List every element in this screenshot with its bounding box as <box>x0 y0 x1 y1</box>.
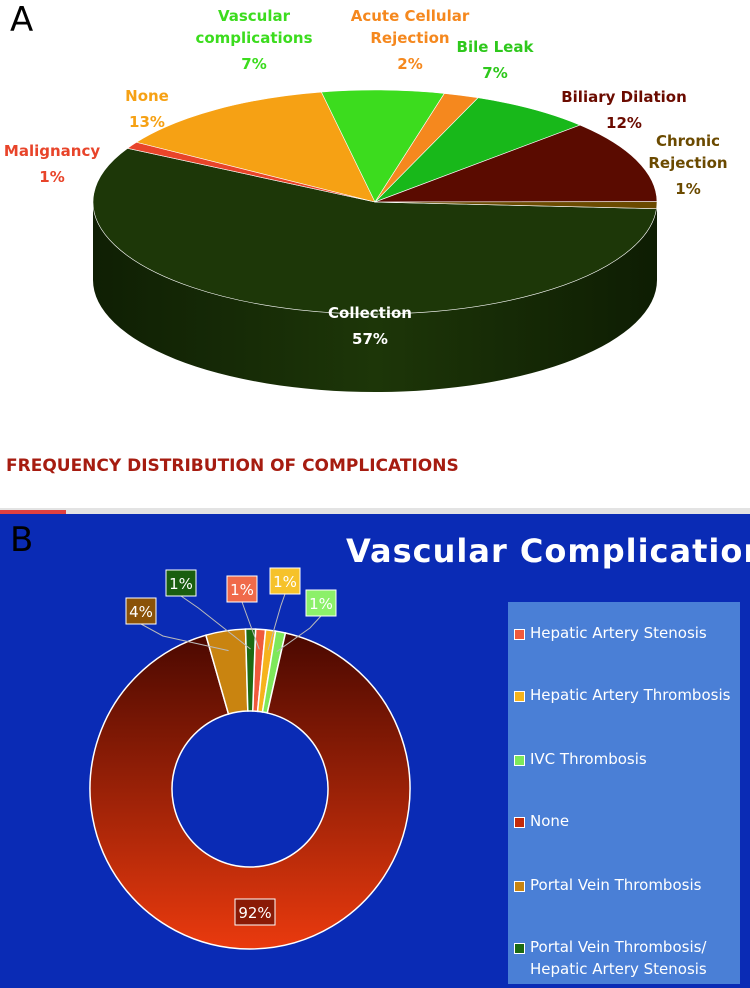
pie-slice-collection <box>92 148 657 315</box>
pie-label-none: None 13% <box>125 87 169 131</box>
data-label-box-hepatic-artery-stenosis <box>226 575 258 603</box>
data-label-portal-vein-thrombosis: 4% <box>129 603 153 621</box>
leader-line-ivc-thrombosis <box>276 615 322 652</box>
panel-b: B Vascular Complications 1% 1% 1% 92% 4% 1% H… <box>0 514 750 988</box>
legend-swatch <box>514 755 525 766</box>
legend-label: Hepatic Artery Thrombosis <box>530 686 731 704</box>
chart-a-title: FREQUENCY DISTRIBUTION OF COMPLICATIONS <box>6 456 459 476</box>
legend-item-hepatic-artery-stenosis: Hepatic Artery Stenosis <box>514 622 707 644</box>
pie-label-malignancy: Malignancy 1% <box>4 142 100 186</box>
data-label-box-hepatic-artery-thrombosis <box>269 567 301 595</box>
pie-label-chronic-rejection: Chronic Rejection 1% <box>648 132 727 198</box>
data-label-box-ivc-thrombosis <box>305 589 337 617</box>
pie-label-collection: Collection 57% <box>328 304 412 348</box>
donut-slice-none <box>89 632 411 950</box>
pie-slice-bile-leak <box>374 97 581 203</box>
pie-label-biliary-dilation: Biliary Dilation 12% <box>561 88 687 132</box>
pie-label-vascular-complications: Vascular complications 7% <box>195 7 312 73</box>
legend-swatch <box>514 881 525 892</box>
legend-swatch <box>514 817 525 828</box>
data-label-box-portal-vein-thrombosis <box>125 597 157 625</box>
data-label-hepatic-artery-stenosis: 1% <box>230 581 254 599</box>
legend-label: Hepatic Artery Stenosis <box>530 624 707 642</box>
panel-label-b: B <box>10 520 34 560</box>
data-label-box-portal-vein-thrombosis-hepatic-artery-stenosis <box>165 569 197 597</box>
legend-label: None <box>530 812 570 830</box>
data-label-box-none <box>234 898 276 926</box>
leader-line-hepatic-artery-stenosis <box>241 601 260 650</box>
panel-divider <box>0 508 750 514</box>
legend-swatch <box>514 629 525 640</box>
donut-chart-vascular: 1% 1% 1% 92% 4% 1% <box>89 567 411 950</box>
pie-slice-vascular-complications <box>320 89 445 203</box>
chart-b-title: Vascular Complications <box>346 532 750 570</box>
legend-item-hepatic-artery-thrombosis: Hepatic Artery Thrombosis <box>514 684 730 706</box>
legend-label: Portal Vein Thrombosis <box>530 876 702 894</box>
pie-slice-none <box>135 91 376 203</box>
data-label-portal-vein-thrombosis-hepatic-artery-stenosis: 1% <box>169 575 193 593</box>
legend-item-ivc-thrombosis: IVC Thrombosis <box>514 748 647 770</box>
leader-line-portal-vein-thrombosis-hepatic-artery-stenosis <box>180 595 251 650</box>
data-label-ivc-thrombosis: 1% <box>309 595 333 613</box>
legend-label: Portal Vein Thrombosis/ Hepatic Artery S… <box>530 938 707 978</box>
donut-slice-portal-vein-thrombosis-hepatic-artery-stenosis <box>244 628 257 712</box>
pie-slice-chronic-rejection <box>374 201 658 210</box>
pie-side-wall <box>93 202 657 392</box>
data-label-none: 92% <box>238 904 271 922</box>
panel-label-a: A <box>10 0 34 40</box>
panel-a: A Collection 57% Malignancy 1% None 13% Vascul… <box>3 0 728 476</box>
pie-label-bile-leak: Bile Leak 7% <box>457 38 535 82</box>
legend-item-portal-vein-thrombosis: Portal Vein Thrombosis <box>514 874 701 896</box>
pie-chart-complications: Collection 57% Malignancy 1% None 13% Vascular… <box>4 7 728 392</box>
legend: Hepatic Artery Stenosis Hepatic Artery Th… <box>508 602 740 984</box>
legend-swatch <box>514 691 525 702</box>
leader-line-portal-vein-thrombosis <box>140 623 229 652</box>
divider-accent <box>0 510 66 514</box>
pie-label-acute-cellular-rejection: Acute Cellular Rejection 2% <box>351 7 470 73</box>
leader-line-hepatic-artery-thrombosis <box>267 593 286 651</box>
legend-label: IVC Thrombosis <box>530 750 647 768</box>
legend-item-portal-vein-thrombosis-hepatic-artery-stenosis: Portal Vein Thrombosis/ Hepatic Artery S… <box>514 936 735 980</box>
pie-slice-biliary-dilation <box>374 124 658 203</box>
legend-swatch <box>514 943 525 954</box>
data-label-hepatic-artery-thrombosis: 1% <box>273 573 297 591</box>
legend-item-none: None <box>514 810 569 832</box>
